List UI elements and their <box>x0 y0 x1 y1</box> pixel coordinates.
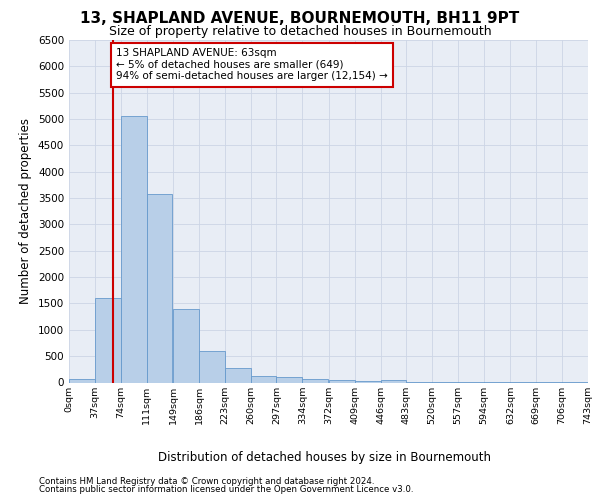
Bar <box>277 377 302 382</box>
Text: Size of property relative to detached houses in Bournemouth: Size of property relative to detached ho… <box>109 25 491 38</box>
Bar <box>199 351 225 382</box>
Text: Contains public sector information licensed under the Open Government Licence v3: Contains public sector information licen… <box>39 485 413 494</box>
Bar <box>302 378 328 382</box>
Bar <box>95 298 121 382</box>
Bar <box>329 380 355 382</box>
Bar <box>355 380 380 382</box>
Bar <box>146 194 172 382</box>
Y-axis label: Number of detached properties: Number of detached properties <box>19 118 32 304</box>
Text: 13 SHAPLAND AVENUE: 63sqm
← 5% of detached houses are smaller (649)
94% of semi-: 13 SHAPLAND AVENUE: 63sqm ← 5% of detach… <box>116 48 388 82</box>
Bar <box>380 380 406 382</box>
Bar <box>173 308 199 382</box>
Bar <box>69 378 95 382</box>
Bar <box>121 116 146 382</box>
Bar <box>251 376 277 382</box>
Text: Distribution of detached houses by size in Bournemouth: Distribution of detached houses by size … <box>157 451 491 464</box>
Text: Contains HM Land Registry data © Crown copyright and database right 2024.: Contains HM Land Registry data © Crown c… <box>39 477 374 486</box>
Bar <box>225 368 251 382</box>
Text: 13, SHAPLAND AVENUE, BOURNEMOUTH, BH11 9PT: 13, SHAPLAND AVENUE, BOURNEMOUTH, BH11 9… <box>80 11 520 26</box>
